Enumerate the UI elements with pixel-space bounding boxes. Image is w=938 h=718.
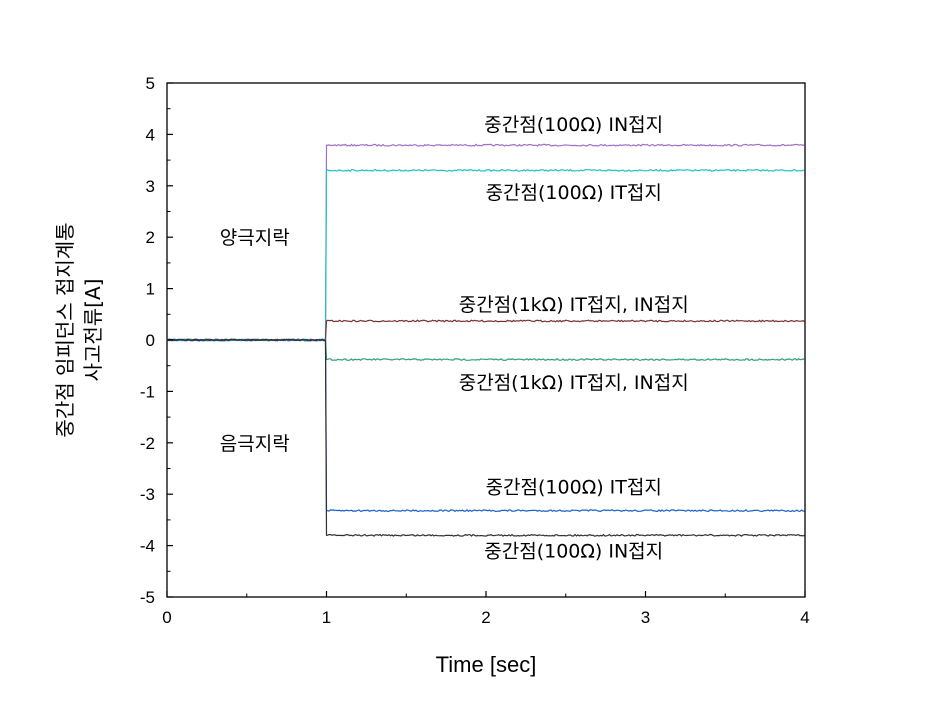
y-tick-label: 1 [146, 280, 155, 299]
series-line-6 [167, 338, 805, 537]
series-layer [166, 143, 805, 537]
x-tick-label: 4 [800, 608, 809, 627]
y-tick-label: 0 [146, 331, 155, 350]
y-tick-label: 3 [146, 177, 155, 196]
annotation-label: 중간점(100Ω) IN접지 [484, 114, 663, 136]
annotation-label: 중간점(100Ω) IT접지 [486, 476, 662, 498]
y-tick-label: -2 [140, 434, 155, 453]
annotation-label: 중간점(1kΩ) IT접지, IN접지 [459, 372, 689, 394]
annotation-label: 중간점(1kΩ) IT접지, IN접지 [459, 294, 689, 316]
y-axis-title-line-2: 사고전류[A] [81, 279, 105, 382]
y-tick-label: -5 [140, 588, 155, 607]
y-tick-label: 2 [146, 228, 155, 247]
y-tick-label: 5 [146, 74, 155, 93]
y-tick-label: 4 [146, 125, 155, 144]
x-axis-title: Time [sec] [436, 652, 537, 677]
y-tick-label: -4 [140, 537, 155, 556]
x-tick-label: 2 [481, 608, 490, 627]
series-line-4 [166, 338, 805, 362]
annotation-label: 음극지락 [220, 433, 290, 455]
y-axis-title: 중간점 임피던스 접지계통 사고전류[A] [53, 222, 105, 437]
x-tick-label: 0 [162, 608, 171, 627]
y-tick-label: -3 [140, 485, 155, 504]
tick-layer: 0 1 2 3 4 5 4 3 2 1 0 -1 -2 -3 -4 -5 [140, 74, 810, 627]
annotation-label: 중간점(100Ω) IN접지 [484, 541, 663, 563]
y-axis-title-line-1: 중간점 임피던스 접지계통 [53, 222, 77, 437]
x-tick-label: 3 [641, 608, 650, 627]
annotation-label: 양극지락 [220, 227, 290, 249]
x-tick-label: 1 [322, 608, 331, 627]
series-line-3 [166, 319, 805, 342]
y-tick-label: -1 [140, 382, 155, 401]
annotation-label: 중간점(100Ω) IT접지 [486, 182, 662, 204]
